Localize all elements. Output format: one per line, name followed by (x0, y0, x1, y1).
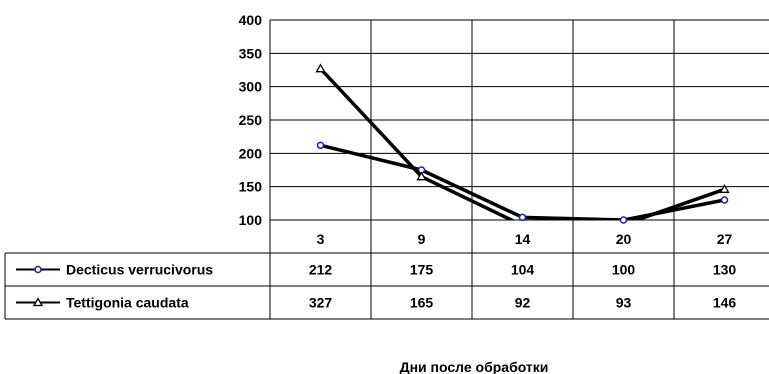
legend-marker-decticus-verrucivorus (35, 267, 41, 273)
data-label-tettigonia-caudata-9: 165 (410, 295, 434, 311)
y-tick-label-100: 100 (239, 212, 263, 228)
category-label-20: 20 (616, 231, 632, 247)
data-label-decticus-verrucivorus-27: 130 (713, 262, 737, 278)
data-label-decticus-verrucivorus-14: 104 (511, 262, 535, 278)
category-label-9: 9 (418, 231, 426, 247)
point-decticus-verrucivorus-3 (318, 142, 324, 148)
point-decticus-verrucivorus-20 (621, 217, 627, 223)
y-axis-ticks: 100 150 200 250 300 350 400 (239, 12, 263, 228)
category-label-3: 3 (317, 231, 325, 247)
y-tick-label-250: 250 (239, 112, 263, 128)
series-line-tettigonia-caudata (321, 69, 725, 226)
data-label-tettigonia-caudata-3: 327 (309, 295, 333, 311)
data-label-decticus-verrucivorus-20: 100 (612, 262, 636, 278)
y-tick-label-200: 200 (239, 145, 263, 161)
data-label-tettigonia-caudata-27: 146 (713, 295, 737, 311)
data-label-decticus-verrucivorus-3: 212 (309, 262, 333, 278)
data-label-decticus-verrucivorus-9: 175 (410, 262, 434, 278)
legend-label-decticus-verrucivorus: Decticus verrucivorus (66, 262, 213, 278)
data-label-tettigonia-caudata-20: 93 (616, 295, 632, 311)
plot-area (317, 65, 729, 226)
point-decticus-verrucivorus-14 (520, 214, 526, 220)
y-tick-label-300: 300 (239, 79, 263, 95)
legend-label-tettigonia-caudata: Tettigonia caudata (66, 295, 189, 311)
point-tettigonia-caudata-3 (317, 65, 325, 72)
x-axis-title: Дни после обработки (400, 359, 549, 374)
data-table: 3 9 14 20 27 Decticus verrucivorus 212 175 104 10… (5, 231, 769, 319)
point-decticus-verrucivorus-27 (722, 197, 728, 203)
y-tick-label-150: 150 (239, 179, 263, 195)
y-tick-label-350: 350 (239, 45, 263, 61)
category-label-14: 14 (515, 231, 531, 247)
data-label-tettigonia-caudata-14: 92 (515, 295, 531, 311)
category-label-27: 27 (717, 231, 733, 247)
y-tick-label-400: 400 (239, 12, 263, 28)
